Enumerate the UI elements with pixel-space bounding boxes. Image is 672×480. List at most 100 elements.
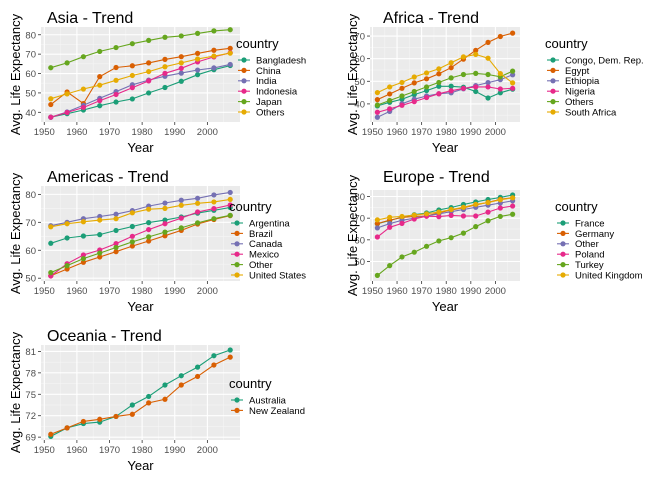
data-point bbox=[436, 79, 442, 86]
legend-label: Nigeria bbox=[565, 87, 596, 98]
legend-key-point bbox=[234, 251, 240, 257]
data-point bbox=[129, 96, 135, 102]
legend-label: Argentina bbox=[249, 218, 290, 229]
x-axis-label: Year bbox=[127, 299, 154, 314]
series-line-3 bbox=[50, 204, 231, 277]
x-axis-label: Year bbox=[127, 458, 154, 473]
x-tick-label: 1960 bbox=[66, 445, 87, 456]
legend-title: country bbox=[229, 376, 272, 391]
data-point bbox=[178, 60, 184, 66]
data-point bbox=[227, 347, 233, 353]
legend-key-point bbox=[560, 262, 566, 268]
data-point bbox=[436, 91, 442, 97]
data-point bbox=[80, 233, 87, 239]
legend-key-point bbox=[234, 241, 240, 247]
legend-label: Brazil bbox=[249, 229, 273, 240]
data-point bbox=[113, 227, 119, 234]
data-point bbox=[162, 34, 168, 40]
data-point bbox=[129, 411, 135, 417]
data-point bbox=[387, 214, 393, 220]
data-point bbox=[411, 249, 417, 255]
legend-label: Turkey bbox=[575, 260, 604, 271]
data-point bbox=[48, 114, 54, 120]
legend-key-point bbox=[550, 88, 556, 94]
data-point bbox=[448, 206, 454, 213]
legend-key-point bbox=[241, 57, 247, 63]
data-point bbox=[194, 364, 201, 370]
legend-title: country bbox=[229, 199, 272, 214]
data-point bbox=[411, 80, 417, 86]
data-point bbox=[497, 90, 503, 96]
data-point bbox=[423, 70, 430, 76]
data-point bbox=[460, 213, 467, 219]
data-point bbox=[460, 85, 467, 91]
data-point bbox=[473, 47, 479, 53]
y-tick-label: 50 bbox=[25, 274, 36, 285]
data-point bbox=[146, 206, 152, 212]
data-point bbox=[436, 238, 442, 244]
data-point bbox=[436, 71, 442, 77]
data-point bbox=[80, 219, 87, 225]
legend-label: Others bbox=[565, 97, 594, 108]
data-point bbox=[146, 78, 152, 84]
legend-label: United Kingdom bbox=[575, 270, 643, 281]
legend-key-point bbox=[234, 262, 240, 268]
series-line-1 bbox=[50, 47, 231, 106]
legend-label: Other bbox=[249, 260, 273, 271]
data-point bbox=[162, 70, 168, 76]
legend-title: country bbox=[545, 36, 588, 51]
data-point bbox=[64, 221, 70, 227]
data-point bbox=[473, 213, 479, 219]
x-tick-label: 2000 bbox=[485, 286, 506, 297]
series-line-5 bbox=[50, 52, 231, 100]
series-line-1 bbox=[50, 215, 231, 277]
chart-title: Europe - Trend bbox=[383, 169, 490, 186]
data-point bbox=[97, 217, 103, 223]
data-point bbox=[162, 221, 168, 227]
data-point bbox=[497, 86, 503, 92]
legend-label: Congo, Dem. Rep. bbox=[565, 55, 644, 66]
data-point bbox=[374, 272, 380, 278]
data-point bbox=[178, 225, 184, 231]
data-point bbox=[448, 212, 454, 218]
y-tick-label: 80 bbox=[25, 30, 36, 41]
x-axis-label: Year bbox=[432, 140, 459, 155]
data-point bbox=[485, 80, 491, 86]
data-point bbox=[162, 396, 168, 402]
data-point bbox=[411, 212, 417, 218]
data-point bbox=[436, 66, 442, 72]
data-point bbox=[374, 97, 380, 103]
data-point bbox=[374, 225, 380, 231]
y-tick-label: 50 bbox=[25, 88, 36, 99]
y-tick-label: 60 bbox=[354, 54, 365, 65]
x-tick-label: 1970 bbox=[99, 127, 120, 138]
series-line-4 bbox=[50, 29, 231, 69]
x-tick-label: 1950 bbox=[34, 286, 55, 297]
data-point bbox=[146, 60, 152, 66]
data-point bbox=[113, 64, 119, 71]
chart-panel-3: 1950 1960 1970 1980 1990 2000 50 60 70 80 Europe -… bbox=[345, 169, 643, 314]
data-point bbox=[97, 48, 103, 55]
legend-label: Mexico bbox=[249, 250, 279, 261]
data-point bbox=[485, 84, 491, 90]
data-point bbox=[80, 418, 87, 425]
data-point bbox=[497, 70, 503, 77]
series-line-2 bbox=[50, 191, 231, 227]
data-point bbox=[97, 250, 103, 256]
x-tick-label: 1990 bbox=[164, 445, 185, 456]
data-point bbox=[48, 65, 54, 71]
legend: country ArgentinaBrazilCanadaMexicoOtherU… bbox=[229, 199, 306, 281]
data-point bbox=[227, 27, 233, 33]
data-point bbox=[448, 60, 454, 66]
data-point bbox=[48, 240, 54, 246]
data-point bbox=[460, 54, 467, 60]
data-point bbox=[97, 98, 103, 104]
data-point bbox=[411, 99, 417, 105]
legend-label: Australia bbox=[249, 395, 287, 406]
data-point bbox=[146, 220, 152, 226]
data-point bbox=[510, 203, 516, 209]
data-point bbox=[129, 41, 135, 47]
data-point bbox=[162, 64, 168, 70]
y-axis-label: Avg. Life Expectancy bbox=[8, 331, 23, 453]
x-tick-label: 1960 bbox=[386, 127, 407, 138]
